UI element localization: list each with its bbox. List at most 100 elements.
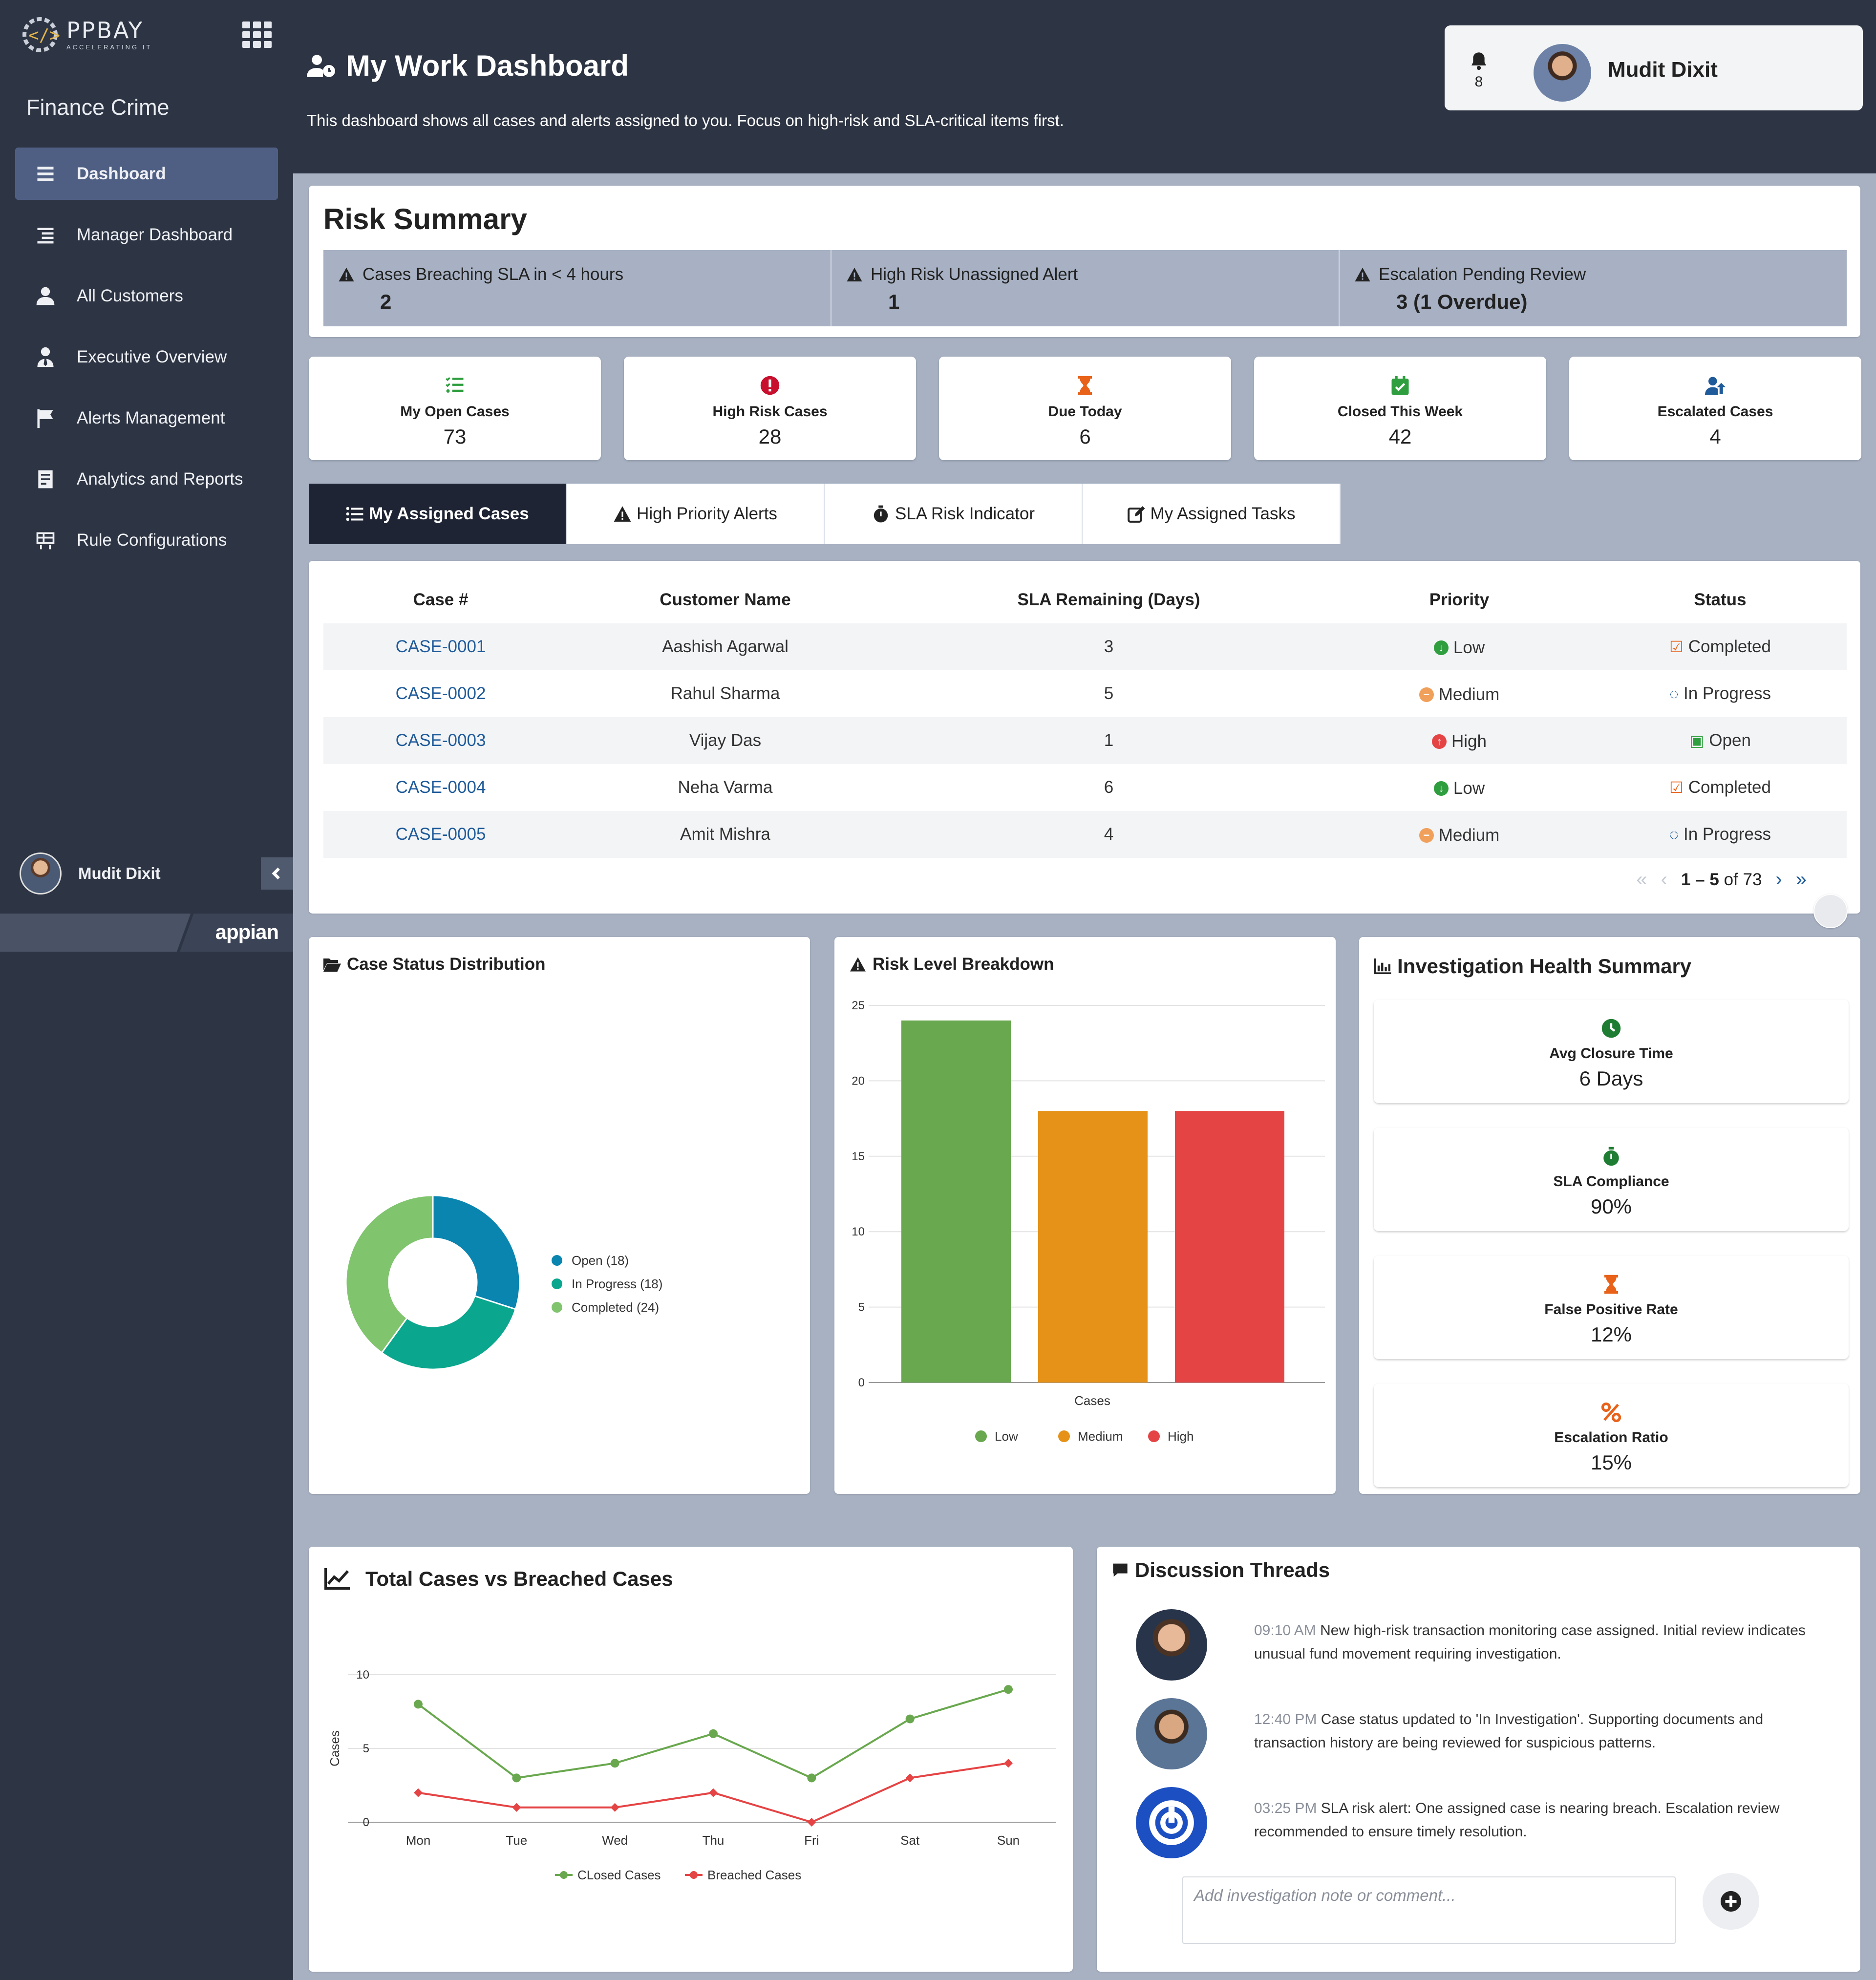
thread-item: 03:25 PM SLA risk alert: One assigned ca… xyxy=(1136,1787,1834,1858)
kpi-high-risk-cases[interactable]: High Risk Cases 28 xyxy=(624,357,916,460)
tab-high-priority-alerts[interactable]: High Priority Alerts xyxy=(567,484,825,544)
case-link[interactable]: CASE-0001 xyxy=(395,637,486,656)
series-point xyxy=(709,1788,718,1797)
y-tick-label: 10 xyxy=(852,1225,865,1238)
kpi-label: Closed This Week xyxy=(1337,404,1463,420)
priority-medium-icon: − xyxy=(1419,828,1434,843)
risk-summary-label: Cases Breaching SLA in < 4 hours xyxy=(362,265,624,284)
column-header[interactable]: Customer Name xyxy=(660,590,791,609)
table-row: CASE-0005 Amit Mishra 4 − Medium ◌ In Progress xyxy=(323,811,1847,858)
sidebar-item-alerts-management[interactable]: Alerts Management xyxy=(15,392,278,444)
health-card-escalation-ratio: Escalation Ratio 15% xyxy=(1374,1384,1849,1487)
clock-icon xyxy=(1601,1019,1621,1038)
case-link[interactable]: CASE-0002 xyxy=(395,684,486,703)
kpi-closed-this-week[interactable]: Closed This Week 42 xyxy=(1254,357,1546,460)
chevron-left-icon xyxy=(272,867,280,880)
case-tabs: My Assigned Cases High Priority Alerts S… xyxy=(309,484,1341,544)
kpi-value: 6 xyxy=(1079,425,1091,448)
series-point xyxy=(807,1818,816,1827)
status-label: Completed xyxy=(1688,778,1771,797)
select-cursor-button[interactable] xyxy=(1813,894,1848,928)
warning-icon xyxy=(1355,267,1370,282)
sidebar-item-rule-configurations[interactable]: Rule Configurations xyxy=(15,514,278,566)
tab-sla-risk-indicator[interactable]: SLA Risk Indicator xyxy=(825,484,1083,544)
status-badge: ☑ Completed xyxy=(1669,637,1771,657)
health-label: Escalation Ratio xyxy=(1554,1429,1668,1446)
y-tick-label: 10 xyxy=(356,1668,369,1682)
sla-remaining: 3 xyxy=(1104,637,1114,656)
table-row: CASE-0002 Rahul Sharma 5 − Medium ◌ In Progres… xyxy=(323,670,1847,717)
y-tick-label: 15 xyxy=(852,1150,865,1163)
first-page-button[interactable]: « xyxy=(1636,869,1647,890)
legend-label: Low xyxy=(995,1429,1018,1444)
sidebar-user-name: Mudit Dixit xyxy=(78,864,161,882)
column-header[interactable]: SLA Remaining (Days) xyxy=(1017,590,1200,609)
sidebar-item-analytics-reports[interactable]: Analytics and Reports xyxy=(15,453,278,505)
priority-label: Low xyxy=(1453,779,1485,798)
header-user-name[interactable]: Mudit Dixit xyxy=(1608,58,1718,82)
kpi-my-open-cases[interactable]: My Open Cases 73 xyxy=(309,357,601,460)
customer-name: Vijay Das xyxy=(689,731,762,750)
series-point xyxy=(709,1729,718,1738)
status-in-progress-icon: ◌ xyxy=(1669,684,1679,703)
legend-swatch xyxy=(975,1430,987,1442)
trend-line-chart: 0 5 10 Cases Mon Tue Wed Thu Fri Sat Sun CLosed Cas… xyxy=(327,1668,1056,1882)
last-page-button[interactable]: » xyxy=(1795,869,1807,890)
priority-low-icon: ↓ xyxy=(1433,640,1449,655)
donut-slice xyxy=(381,1295,517,1370)
notifications-button[interactable]: 8 xyxy=(1464,50,1493,90)
legend-label: CLosed Cases xyxy=(577,1868,661,1882)
sidebar-item-dashboard[interactable]: Dashboard xyxy=(15,148,278,200)
thread-text: 09:10 AM New high-risk transaction monit… xyxy=(1254,1619,1834,1681)
sidebar-item-all-customers[interactable]: All Customers xyxy=(15,270,278,322)
app-launcher-grid-icon[interactable] xyxy=(242,21,274,48)
thread-message: Case status updated to 'In Investigation… xyxy=(1254,1711,1764,1751)
health-value: 12% xyxy=(1590,1323,1632,1346)
column-header[interactable]: Status xyxy=(1694,590,1747,609)
series-point xyxy=(905,1714,915,1724)
add-comment-button[interactable] xyxy=(1703,1873,1759,1930)
prev-page-button[interactable]: ‹ xyxy=(1661,869,1667,890)
sla-remaining: 6 xyxy=(1104,778,1114,797)
column-header[interactable]: Priority xyxy=(1429,590,1490,609)
legend-label: In Progress (18) xyxy=(572,1277,662,1291)
brand-tagline: ACCELERATING IT xyxy=(66,43,152,51)
avatar[interactable] xyxy=(1534,44,1591,102)
comment-input[interactable]: Add investigation note or comment... xyxy=(1182,1876,1676,1944)
sidebar-item-manager-dashboard[interactable]: Manager Dashboard xyxy=(15,209,278,261)
case-link[interactable]: CASE-0003 xyxy=(395,731,486,750)
sidebar-user[interactable]: Mudit Dixit xyxy=(20,852,161,894)
page-subtitle: This dashboard shows all cases and alert… xyxy=(307,111,1064,129)
page-title: My Work Dashboard xyxy=(307,49,629,83)
legend-label: High xyxy=(1168,1429,1194,1444)
warning-icon xyxy=(339,267,354,282)
legend-swatch xyxy=(1148,1430,1160,1442)
case-link[interactable]: CASE-0005 xyxy=(395,825,486,844)
sidebar-item-executive-overview[interactable]: Executive Overview xyxy=(15,331,278,383)
column-header[interactable]: Case # xyxy=(413,590,469,609)
y-axis-label: Cases xyxy=(327,1730,342,1767)
panel-title-text: Risk Level Breakdown xyxy=(873,955,1054,974)
svg-text:</>: </> xyxy=(28,25,60,45)
status-completed-icon: ☑ xyxy=(1669,638,1684,656)
user-tie-icon xyxy=(33,344,58,370)
priority-badge: − Medium xyxy=(1419,685,1499,704)
next-page-button[interactable]: › xyxy=(1775,869,1782,890)
risk-summary-label: Escalation Pending Review xyxy=(1379,265,1586,284)
calendar-check-icon xyxy=(1391,376,1409,395)
tab-my-assigned-cases[interactable]: My Assigned Cases xyxy=(309,484,567,544)
brand-logo[interactable]: </> PPBAY ACCELERATING IT xyxy=(18,13,152,57)
kpi-due-today[interactable]: Due Today 6 xyxy=(939,357,1231,460)
series-point xyxy=(1004,1759,1013,1768)
risk-level-bar-chart: 0 5 10 15 20 25 Cases Low Medium High xyxy=(852,999,1325,1444)
x-tick-label: Sun xyxy=(997,1833,1020,1848)
plus-circle-icon xyxy=(1720,1891,1742,1912)
collapse-sidebar-button[interactable] xyxy=(261,857,293,890)
kpi-escalated-cases[interactable]: Escalated Cases 4 xyxy=(1569,357,1861,460)
case-link[interactable]: CASE-0004 xyxy=(395,778,486,797)
x-tick-label: Thu xyxy=(703,1833,725,1848)
tab-my-assigned-tasks[interactable]: My Assigned Tasks xyxy=(1083,484,1341,544)
sidebar-item-label: Dashboard xyxy=(77,164,166,183)
risk-summary-item: Cases Breaching SLA in < 4 hours 2 xyxy=(323,250,831,326)
risk-summary-label: High Risk Unassigned Alert xyxy=(871,265,1078,284)
